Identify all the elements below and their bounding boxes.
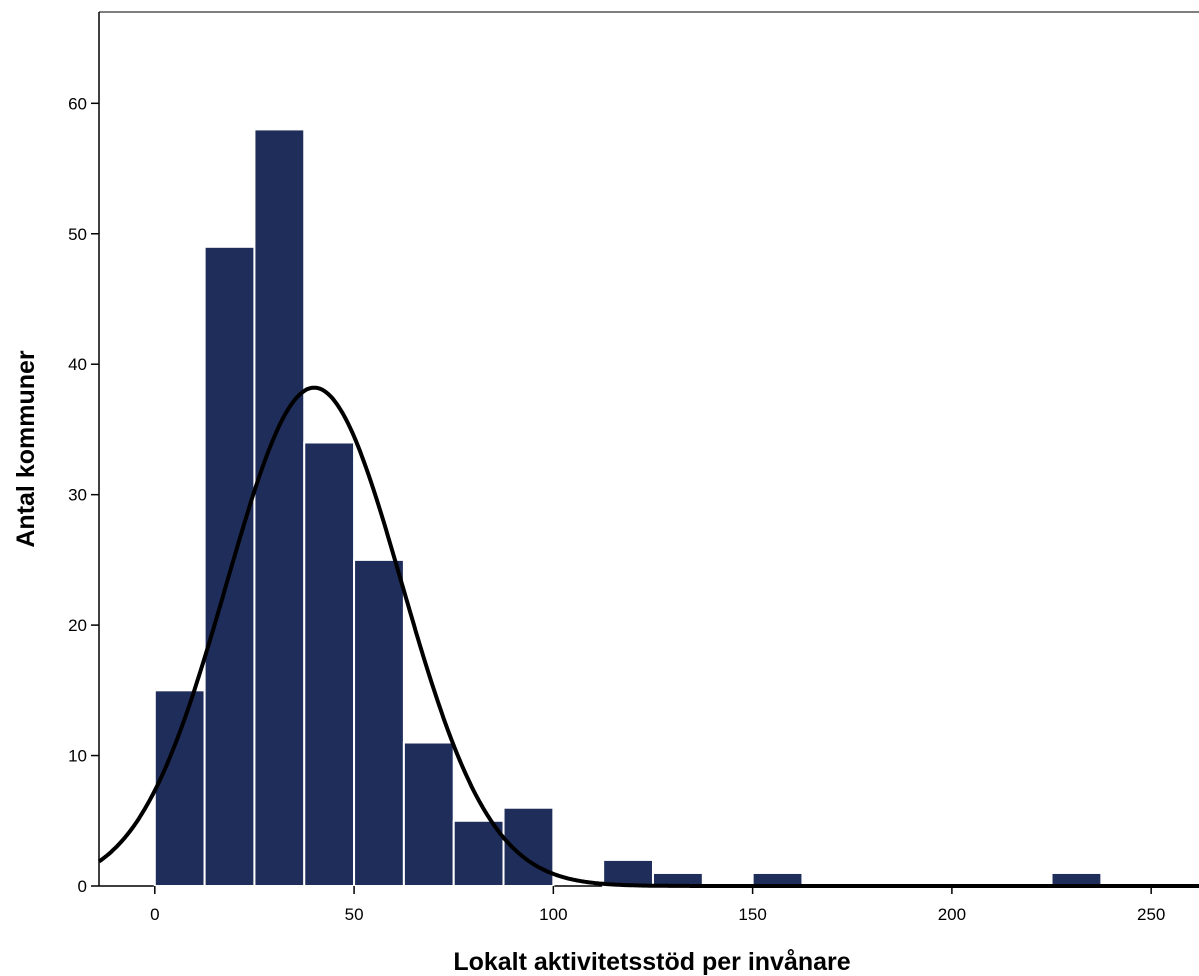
y-tick-label: 0: [78, 877, 87, 896]
x-axis-title: Lokalt aktivitetsstöd per invånare: [453, 948, 850, 976]
histogram-bars: [153, 128, 1103, 888]
histogram-bar: [602, 858, 654, 888]
histogram-bar: [353, 558, 405, 888]
x-tick-label: 50: [345, 905, 364, 924]
histogram-bar: [452, 819, 505, 887]
y-tick-label: 30: [68, 486, 87, 505]
y-axis-title: Antal kommuner: [12, 350, 40, 548]
x-axis-ticks: 0 50 100 150 200 250: [150, 886, 1165, 924]
x-tick-label: 100: [539, 905, 567, 924]
x-tick-label: 0: [150, 905, 159, 924]
normal-curve: [97, 385, 1199, 888]
y-tick-label: 20: [68, 616, 87, 635]
histogram-bar: [303, 441, 356, 887]
x-tick-label: 200: [938, 905, 966, 924]
histogram-bar: [153, 689, 206, 888]
y-tick-label: 60: [68, 94, 87, 113]
histogram-bar: [402, 741, 455, 887]
y-axis-ticks: 0 10 20 30 40 50 60: [68, 94, 99, 896]
x-tick-label: 250: [1137, 905, 1165, 924]
y-tick-label: 50: [68, 225, 87, 244]
y-tick-label: 10: [68, 747, 87, 766]
x-tick-label: 150: [738, 905, 766, 924]
y-tick-label: 40: [68, 355, 87, 374]
histogram-bar: [253, 128, 306, 887]
